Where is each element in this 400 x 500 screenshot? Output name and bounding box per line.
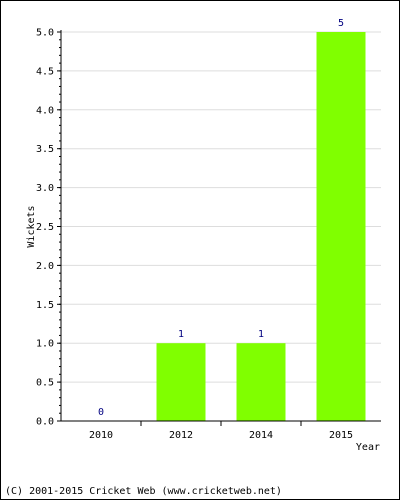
copyright-notice: (C) 2001-2015 Cricket Web (www.cricketwe… <box>5 486 282 497</box>
x-tick-label: 2012 <box>169 430 193 441</box>
bar <box>236 343 286 421</box>
bar <box>316 32 366 421</box>
y-tick-label: 3.0 <box>36 183 54 194</box>
x-tick-label: 2014 <box>249 430 273 441</box>
x-tick-label: 2015 <box>329 430 353 441</box>
bar <box>156 343 206 421</box>
x-tick-label: 2010 <box>89 430 113 441</box>
y-tick-label: 2.5 <box>36 222 54 233</box>
y-tick-label: 4.0 <box>36 105 54 116</box>
y-tick-label: 2.0 <box>36 261 54 272</box>
y-tick-label: 1.5 <box>36 300 54 311</box>
data-label: 0 <box>98 407 104 418</box>
y-tick-label: 0.0 <box>36 417 54 428</box>
labels: 0.0 0.5 1.0 1.5 2.0 2.5 3.0 3.5 4.0 4.5 5.0 2010 0 20… <box>36 18 353 441</box>
y-tick-label: 0.5 <box>36 378 54 389</box>
data-label: 5 <box>338 18 344 29</box>
y-tick-label: 1.0 <box>36 339 54 350</box>
y-tick-label: 5.0 <box>36 28 54 39</box>
y-tick-label: 4.5 <box>36 66 54 77</box>
data-label: 1 <box>258 329 264 340</box>
bars <box>156 32 366 421</box>
y-tick-label: 3.5 <box>36 144 54 155</box>
x-axis-label: Year <box>356 442 380 453</box>
y-axis-label: Wickets <box>26 205 37 247</box>
axes <box>57 30 381 426</box>
data-label: 1 <box>178 329 184 340</box>
